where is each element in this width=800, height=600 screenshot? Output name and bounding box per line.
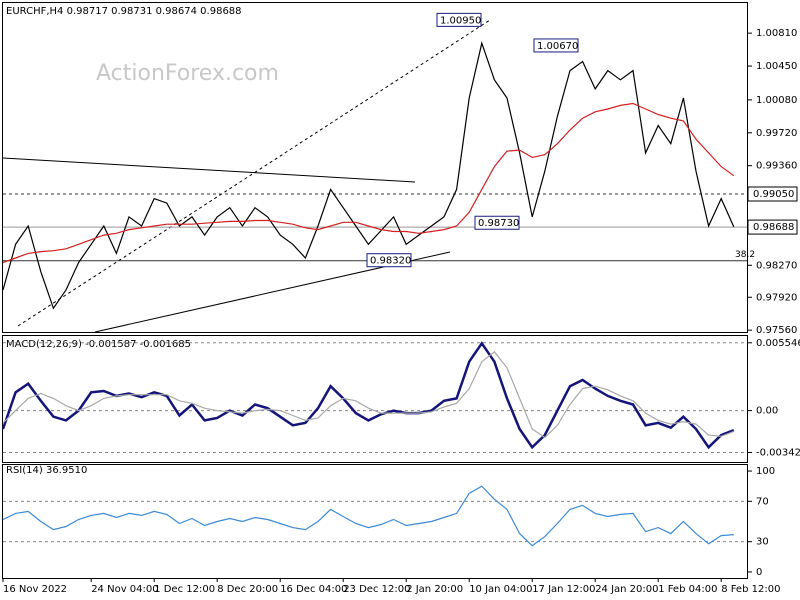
annotation-box — [533, 38, 579, 53]
x-tick-label: 1 Feb 04:00 — [658, 584, 717, 595]
y-tick-label: 1.00810 — [756, 28, 797, 39]
y-tick-label: 0.97920 — [756, 292, 797, 303]
macd-title: MACD(12,26,9) -0.001587 -0.001685 — [6, 339, 191, 350]
series-line — [1, 341, 735, 450]
annotation-box — [436, 12, 482, 27]
annotation-box — [474, 215, 520, 230]
price-level-box — [747, 219, 798, 235]
trend-line — [2, 157, 416, 183]
price-panel — [2, 2, 748, 333]
price-level-label: 0.99050 — [753, 189, 794, 200]
fib-label: 38.2 — [735, 250, 755, 260]
x-tick-label: 24 Jan 20:00 — [595, 584, 658, 595]
series-line — [2, 485, 734, 547]
y-tick-label: -0.003423 — [756, 447, 800, 458]
trend-line — [17, 19, 491, 327]
y-tick-label: 0.00 — [756, 406, 778, 417]
annotation: 0.98320 — [370, 256, 411, 267]
y-tick-label: 0.005546 — [756, 338, 800, 349]
y-tick-label: 100 — [756, 466, 775, 477]
y-tick-label: 30 — [756, 537, 769, 548]
watermark: ActionForex.com — [96, 61, 279, 86]
x-tick-label: 2 Jan 20:00 — [406, 584, 463, 595]
y-tick-label: 0 — [756, 567, 762, 578]
series-line — [2, 351, 735, 439]
rsi-panel — [2, 464, 748, 579]
macd-panel — [2, 335, 748, 463]
x-tick-label: 17 Jan 12:00 — [532, 584, 595, 595]
y-tick-label: 1.00080 — [756, 95, 797, 106]
x-tick-label: 23 Dec 12:00 — [343, 584, 410, 595]
rsi-title: RSI(14) 36.9510 — [6, 465, 87, 476]
annotation: 1.00670 — [537, 41, 578, 52]
y-tick-label: 0.97560 — [756, 325, 797, 336]
series-line — [2, 102, 735, 264]
annotation: 0.98730 — [478, 218, 519, 229]
x-tick-label: 8 Feb 12:00 — [721, 584, 780, 595]
x-tick-label: 16 Nov 2022 — [3, 584, 67, 595]
x-tick-label: 16 Dec 04:00 — [280, 584, 347, 595]
annotation: 1.00950 — [440, 15, 481, 26]
price-level-label: 0.98688 — [753, 222, 794, 233]
x-tick-label: 8 Dec 20:00 — [217, 584, 278, 595]
x-tick-label: 24 Nov 04:00 — [91, 584, 158, 595]
annotation-box — [366, 253, 412, 268]
x-tick-label: 10 Jan 04:00 — [469, 584, 532, 595]
series-line — [2, 41, 735, 310]
y-tick-label: 0.98270 — [756, 260, 797, 271]
x-tick-label: 1 Dec 12:00 — [154, 584, 215, 595]
y-tick-label: 1.00450 — [756, 61, 797, 72]
price-title: EURCHF,H4 0.98717 0.98731 0.98674 0.9868… — [6, 6, 242, 17]
y-tick-label: 0.99720 — [756, 128, 797, 139]
y-tick-label: 0.99360 — [756, 161, 797, 172]
y-tick-label: 70 — [756, 496, 769, 507]
price-level-box — [747, 186, 798, 202]
